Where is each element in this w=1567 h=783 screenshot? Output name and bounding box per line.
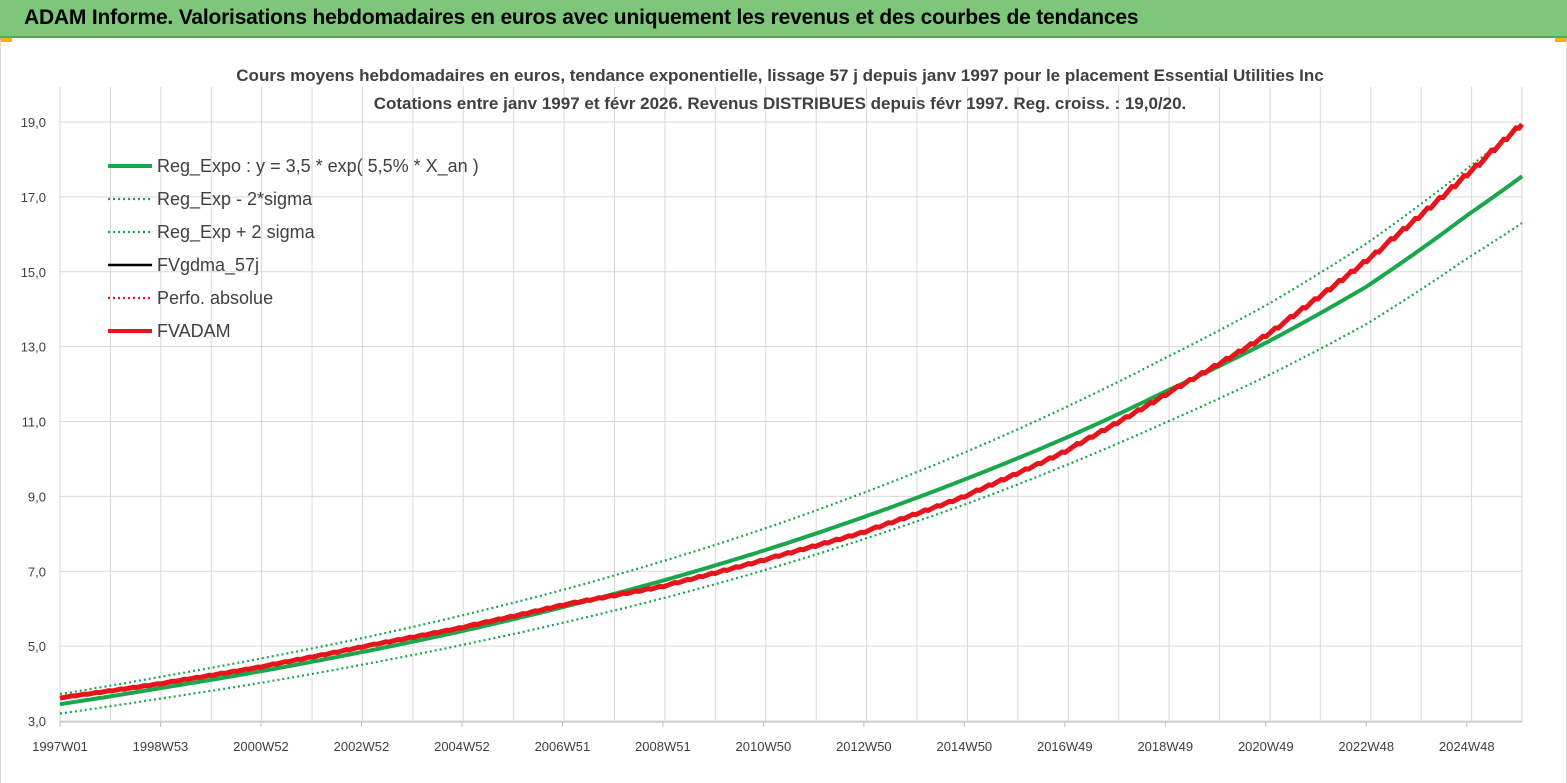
legend-label: FVgdma_57j — [157, 255, 259, 276]
corner-marker-left — [0, 38, 12, 42]
x-tick-label: 2014W50 — [937, 739, 993, 754]
report-title: ADAM Informe. Valorisations hebdomadaire… — [24, 6, 1139, 29]
chart-legend: Reg_Expo : y = 3,5 * exp( 5,5% * X_an ) R… — [108, 156, 479, 341]
chart-grid — [59, 87, 1523, 723]
x-tick-label: 2000W52 — [233, 739, 289, 754]
series-line — [59, 222, 1523, 715]
x-tick-label: 2020W49 — [1238, 739, 1294, 754]
y-tick-label: 3,0 — [28, 714, 46, 729]
series-line — [59, 124, 1523, 696]
x-tick-label: 2022W48 — [1338, 739, 1394, 754]
legend-label: Reg_Expo : y = 3,5 * exp( 5,5% * X_an ) — [157, 156, 479, 177]
x-tick-label: 2024W48 — [1439, 739, 1495, 754]
legend-label: Reg_Exp + 2 sigma — [157, 222, 316, 243]
legend-label: Perfo. absolue — [157, 288, 273, 308]
y-tick-label: 9,0 — [28, 489, 46, 504]
y-tick-label: 5,0 — [28, 639, 46, 654]
x-tick-label: 2002W52 — [334, 739, 390, 754]
chart-series — [59, 122, 1524, 715]
y-tick-label: 17,0 — [21, 190, 46, 205]
series-line — [59, 123, 1523, 700]
corner-marker-right — [1555, 38, 1567, 42]
y-tick-label: 19,0 — [21, 115, 46, 130]
y-tick-label: 7,0 — [28, 564, 46, 579]
y-axis-ticks: 3,0 5,0 7,0 9,0 11,0 13,0 15,0 17,0 19,0 — [21, 115, 46, 729]
x-axis-ticks: 1997W01 1998W53 2000W52 2002W52 2004W52 2006W… — [32, 722, 1495, 754]
chart-title-line2: Cotations entre janv 1997 et févr 2026. … — [374, 94, 1187, 113]
series-line — [59, 123, 1523, 699]
y-tick-label: 15,0 — [21, 265, 46, 280]
report-header: ADAM Informe. Valorisations hebdomadaire… — [0, 0, 1567, 38]
series-line — [59, 174, 1524, 707]
x-tick-label: 1997W01 — [32, 739, 88, 754]
x-tick-label: 2012W50 — [836, 739, 892, 754]
x-tick-label: 2010W50 — [736, 739, 792, 754]
series-line — [59, 122, 1524, 701]
x-tick-label: 2018W49 — [1137, 739, 1193, 754]
y-tick-label: 11,0 — [22, 415, 46, 430]
legend-label: FVADAM — [157, 321, 231, 341]
x-tick-label: 2004W52 — [434, 739, 490, 754]
x-tick-label: 2006W51 — [535, 739, 591, 754]
x-tick-label: 1998W53 — [133, 739, 189, 754]
y-tick-label: 13,0 — [21, 340, 46, 355]
x-tick-label: 2008W51 — [635, 739, 691, 754]
x-tick-label: 2016W49 — [1037, 739, 1093, 754]
chart-title-line1: Cours moyens hebdomadaires en euros, ten… — [236, 66, 1323, 85]
legend-label: Reg_Exp - 2*sigma — [157, 189, 313, 210]
